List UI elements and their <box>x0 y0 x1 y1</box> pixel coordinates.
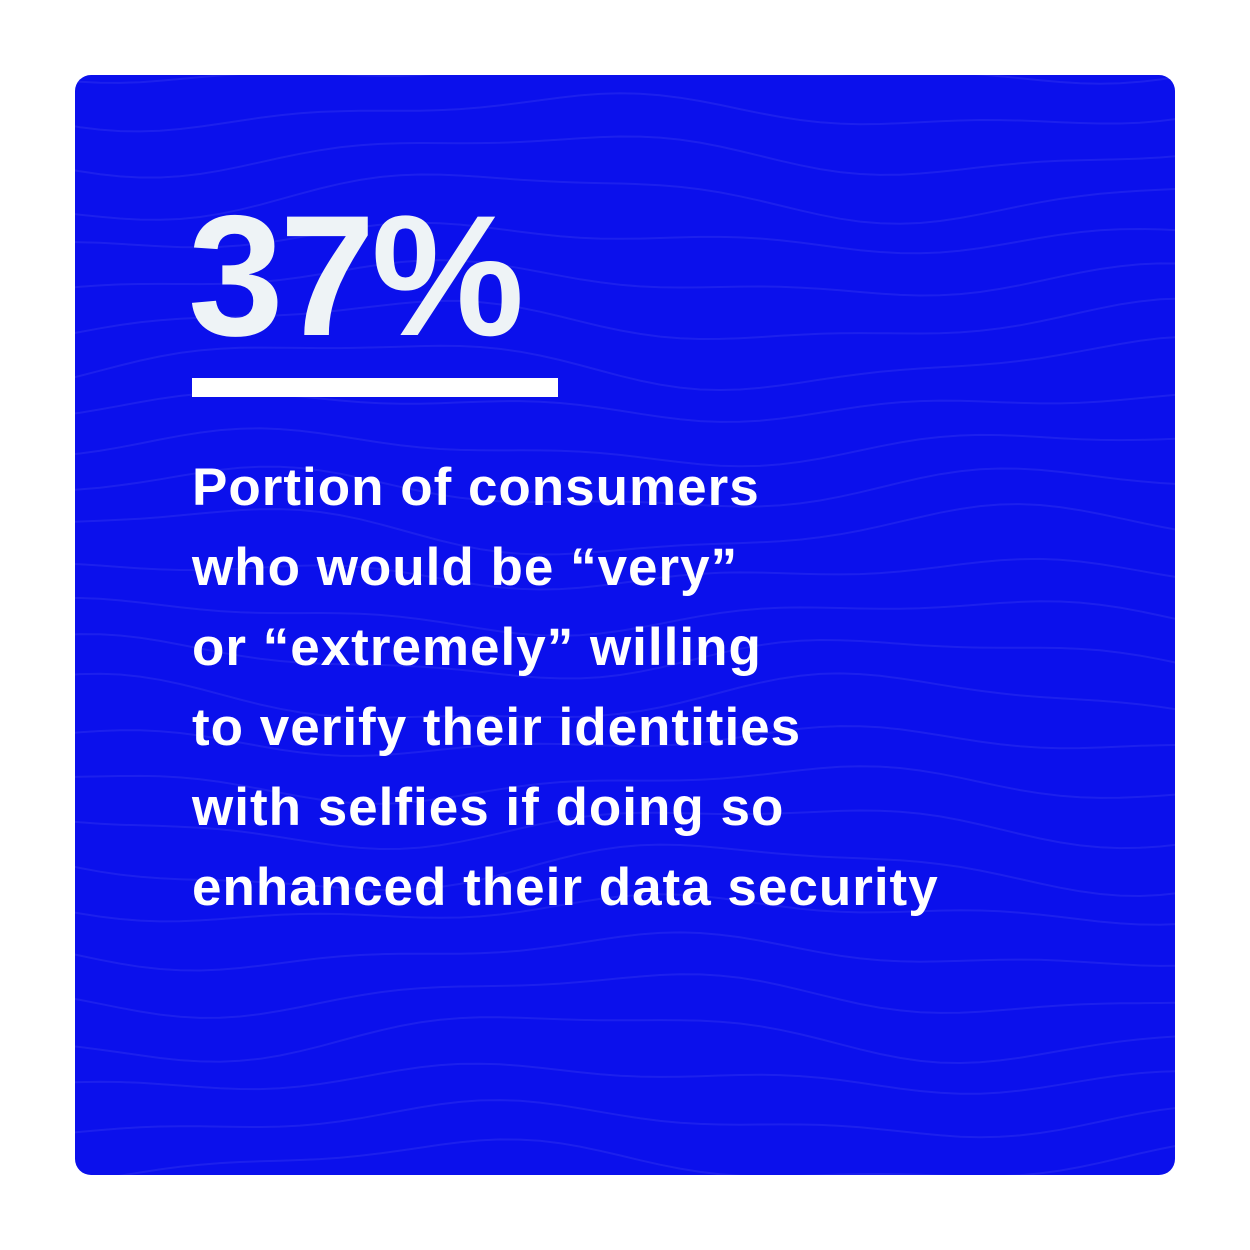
wave-line <box>75 297 1175 341</box>
description-line: enhanced their data security <box>192 858 939 917</box>
description-line: to verify their identities <box>192 698 801 757</box>
wave-line <box>75 809 1175 851</box>
wave-line <box>75 596 1175 637</box>
wave-line <box>75 1016 1175 1065</box>
wave-line <box>75 173 1175 225</box>
wave-line <box>75 135 1175 179</box>
wave-line <box>75 221 1175 255</box>
wave-line <box>75 557 1175 591</box>
wave-line <box>75 893 1175 926</box>
wave-line <box>75 765 1175 805</box>
wave-pattern <box>60 75 1200 1231</box>
wave-line <box>75 503 1175 556</box>
wave-line <box>75 633 1175 680</box>
description: Portion of consumers who would be “very” o… <box>191 458 939 917</box>
wave-line <box>75 335 1175 392</box>
wave-line <box>60 1181 1200 1231</box>
wave-line <box>75 92 1175 133</box>
wave-line <box>75 1099 1175 1139</box>
wave-line <box>75 973 1175 1019</box>
wave-line <box>75 672 1175 719</box>
divider <box>192 378 558 397</box>
stat-value: 37% <box>188 180 520 372</box>
wave-line <box>75 1138 1175 1175</box>
wave-line <box>75 259 1175 297</box>
wave-line <box>75 931 1175 972</box>
wave-line <box>75 843 1175 898</box>
description-line: Portion of consumers <box>192 458 760 517</box>
description-line: with selfies if doing so <box>191 778 784 837</box>
card-background <box>75 75 1175 1175</box>
wave-line <box>75 427 1175 468</box>
description-line: who would be “very” <box>191 538 738 597</box>
wave-line <box>75 725 1175 757</box>
wave-line <box>75 1062 1175 1095</box>
wave-line <box>75 75 1175 85</box>
wave-line <box>75 465 1175 508</box>
description-line: or “extremely” willing <box>192 618 762 677</box>
